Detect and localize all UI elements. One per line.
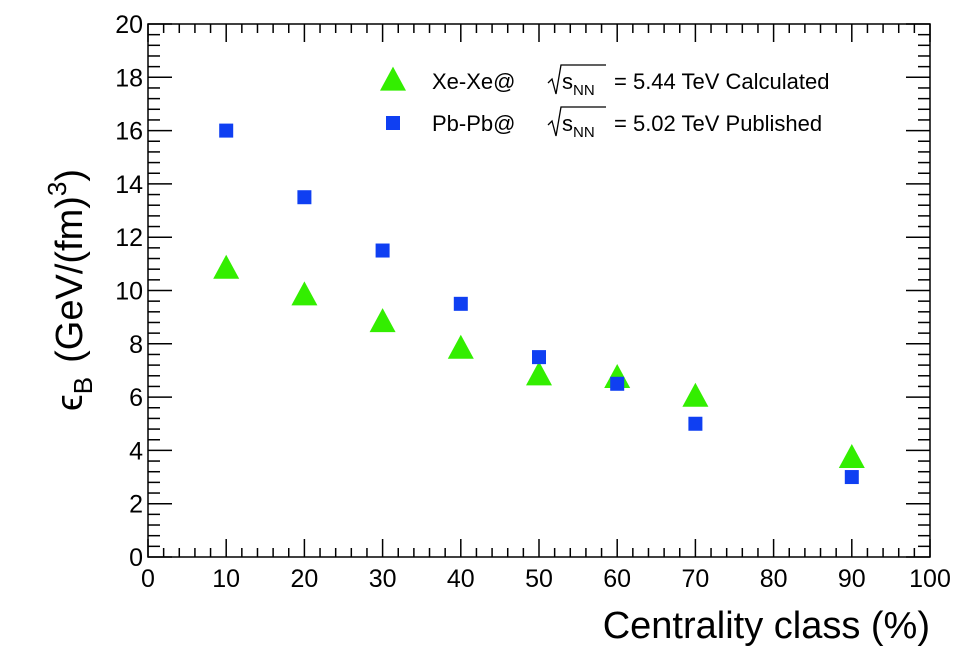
square-point xyxy=(219,123,234,138)
x-tick-label: 50 xyxy=(525,565,553,593)
x-tick-label: 10 xyxy=(212,565,240,593)
x-tick-label: 100 xyxy=(909,565,951,593)
y-tick-label: 8 xyxy=(129,331,143,359)
y-tick-label: 4 xyxy=(129,437,143,465)
x-tick-label: 20 xyxy=(290,565,318,593)
legend: Xe-Xe@ sNN = 5.44 TeV Calculated Pb-Pb@ sNN =… xyxy=(380,64,829,141)
sqrt-sign xyxy=(547,106,606,137)
y-tick-label: 10 xyxy=(115,278,143,306)
x-tick-label: 80 xyxy=(760,565,788,593)
triangle-point xyxy=(682,382,709,407)
x-axis-title: Centrality class (%) xyxy=(603,605,930,647)
x-tick-label: 40 xyxy=(447,565,475,593)
square-point xyxy=(532,350,546,365)
y-tick-label: 12 xyxy=(115,224,143,252)
y-axis-title: ϵB(GeV/(fm)3) xyxy=(42,169,98,411)
square-point xyxy=(844,470,859,485)
plot-frame xyxy=(147,23,931,558)
triangle-point xyxy=(213,254,240,279)
legend-label-suffix: = 5.02 TeV Published xyxy=(614,111,822,136)
legend-label-sqrt: sNN xyxy=(562,69,595,99)
square-point xyxy=(375,243,390,258)
triangle-point xyxy=(838,443,865,468)
y-tick-label: 2 xyxy=(129,491,143,519)
x-tick-label: 60 xyxy=(603,565,631,593)
triangle-point xyxy=(447,334,474,359)
x-tick-label: 90 xyxy=(838,565,866,593)
legend-label-sqrt: sNN xyxy=(562,111,595,141)
x-tick-labels: 0 10 20 30 40 50 60 70 80 90 100 xyxy=(141,565,951,593)
legend-square-marker xyxy=(386,116,400,130)
legend-label-prefix: Pb-Pb@ xyxy=(432,111,515,136)
legend-label-prefix: Xe-Xe@ xyxy=(432,69,515,94)
legend-triangle-marker xyxy=(380,66,406,91)
x-tick-label: 30 xyxy=(369,565,397,593)
y-tick-label: 16 xyxy=(115,118,143,146)
triangle-point xyxy=(291,281,318,306)
sqrt-sign xyxy=(547,64,606,95)
y-tick-label: 6 xyxy=(129,384,143,412)
y-tick-label: 14 xyxy=(115,171,143,199)
data-markers xyxy=(213,123,865,485)
y-tick-labels: 0 2 4 6 8 10 12 14 16 18 20 xyxy=(115,11,143,572)
x-tick-label: 0 xyxy=(141,565,155,593)
square-point xyxy=(610,376,625,391)
y-tick-label: 0 xyxy=(129,544,143,572)
x-tick-label: 70 xyxy=(681,565,709,593)
y-tick-label: 20 xyxy=(115,11,143,39)
square-point xyxy=(688,416,703,431)
axis-ticks xyxy=(147,23,931,558)
triangle-point xyxy=(369,308,396,333)
triangle-point xyxy=(526,361,552,386)
y-axis-title-text: ϵB(GeV/(fm)3) xyxy=(42,169,98,411)
square-point xyxy=(453,296,468,311)
square-point xyxy=(297,190,312,205)
legend-label-suffix: = 5.44 TeV Calculated xyxy=(614,69,829,94)
y-tick-label: 18 xyxy=(115,64,143,92)
